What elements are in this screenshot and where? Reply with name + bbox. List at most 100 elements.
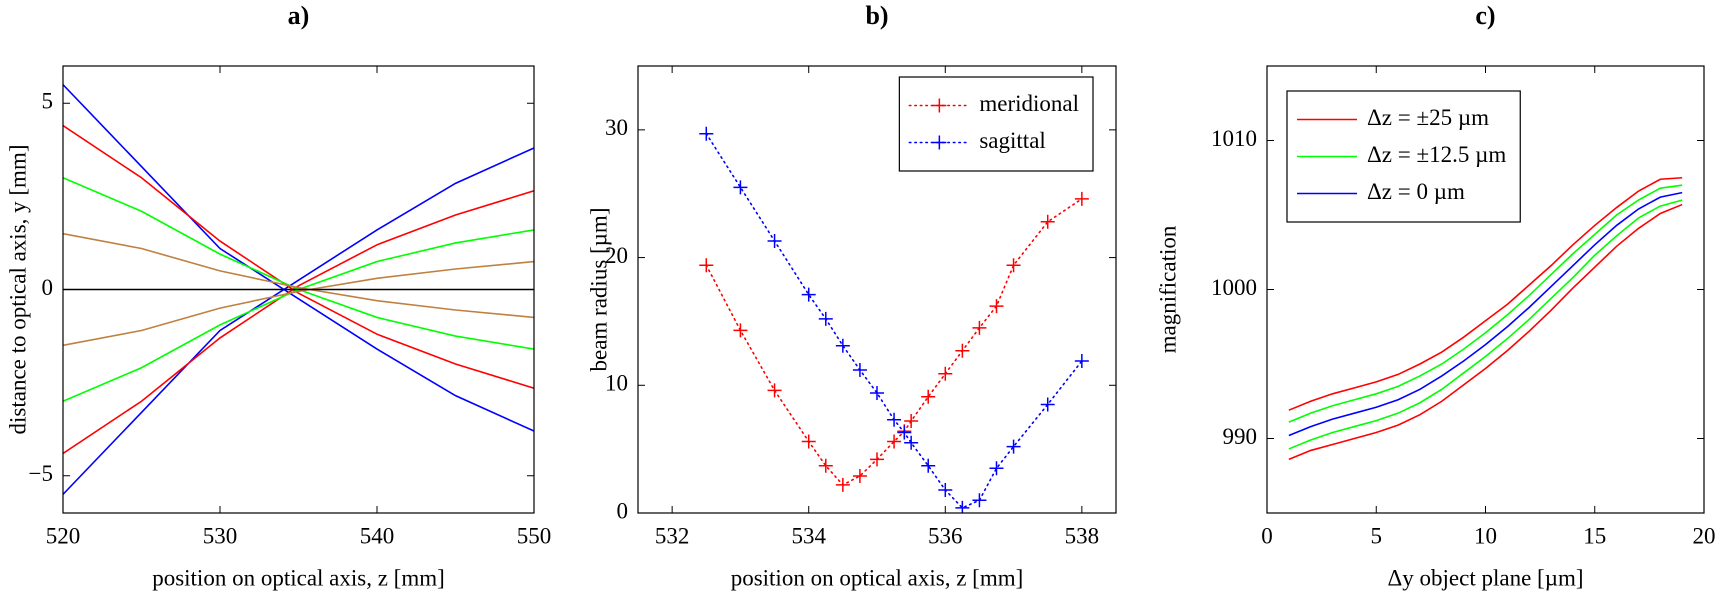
x-axis-label: Δy object plane [µm]: [1387, 565, 1583, 590]
x-tick-label: 538: [1065, 523, 1100, 548]
series-line: [705, 132, 1083, 509]
marker: [1040, 397, 1055, 412]
plot-frame: [1266, 65, 1705, 514]
marker: [989, 461, 1004, 476]
plot-area: [1288, 176, 1683, 461]
panel-title: c): [1475, 1, 1495, 30]
series-line: [63, 229, 534, 402]
legend: Δz = ±25 µm Δz = ±12.5 µm Δz = 0 µm: [1286, 90, 1521, 223]
series-line: [63, 84, 534, 432]
marker: [972, 493, 987, 508]
x-tick-label: 520: [46, 523, 81, 548]
marker: [1074, 354, 1089, 369]
marker: [938, 366, 953, 381]
x-tick-label: 15: [1583, 523, 1606, 548]
marker: [801, 287, 816, 302]
marker: [733, 180, 748, 195]
y-tick-label: −5: [29, 461, 53, 486]
marker: [699, 258, 714, 273]
legend-label: Δz = ±25 µm: [1367, 105, 1489, 130]
x-tick-label: 10: [1474, 523, 1497, 548]
marker: [870, 385, 884, 400]
marker: [904, 435, 919, 450]
legend-marker: [932, 98, 947, 113]
marker: [989, 299, 1004, 314]
y-tick-label: 1000: [1211, 275, 1257, 300]
legend-label: Δz = 0 µm: [1367, 179, 1465, 204]
y-tick-label: 990: [1223, 424, 1258, 449]
marker: [887, 434, 902, 449]
legend-frame: [898, 76, 1094, 172]
panel-title: b): [865, 1, 888, 30]
legend-marker: [932, 135, 947, 150]
y-tick-label: 1010: [1211, 126, 1257, 151]
marker: [835, 338, 850, 353]
series-line: [1288, 203, 1683, 461]
y-tick-label: 20: [605, 243, 628, 268]
x-tick-label: 532: [655, 523, 690, 548]
series-line: [63, 190, 534, 455]
plot-frame: [637, 65, 1117, 514]
marker: [818, 458, 833, 473]
plot-frame: [62, 65, 535, 514]
marker: [904, 414, 919, 429]
x-tick-label: 536: [928, 523, 963, 548]
y-axis-label: magnification: [1155, 225, 1180, 353]
y-tick-label: 30: [605, 115, 628, 140]
marker: [972, 320, 987, 335]
marker: [852, 468, 867, 483]
marker: [699, 126, 714, 141]
marker: [1006, 258, 1021, 273]
x-tick-label: 534: [791, 523, 826, 548]
y-axis-label: beam radius [µm]: [586, 208, 611, 372]
panel-title: a): [288, 1, 310, 30]
marker: [938, 483, 953, 498]
x-tick-label: 0: [1261, 523, 1273, 548]
plot-area: [63, 84, 534, 495]
marker: [887, 412, 902, 427]
marker: [1006, 439, 1021, 454]
marker: [767, 233, 782, 248]
marker: [733, 323, 748, 338]
panel: b) position on optical axis, z [mm] beam r…: [586, 1, 1117, 590]
legend: meridional sagittal: [898, 76, 1094, 172]
marker: [835, 477, 850, 492]
x-tick-label: 550: [517, 523, 552, 548]
marker: [1040, 214, 1055, 229]
series-line: [63, 147, 534, 495]
legend-label: Δz = ±12.5 µm: [1367, 142, 1506, 167]
y-tick-label: 0: [42, 275, 54, 300]
x-axis-label: position on optical axis, z [mm]: [731, 565, 1024, 590]
x-tick-label: 20: [1693, 523, 1716, 548]
series-line: [63, 177, 534, 350]
series-line: [63, 260, 534, 347]
series-line: [63, 232, 534, 319]
x-tick-label: 530: [203, 523, 238, 548]
y-tick-label: 10: [605, 371, 628, 396]
y-tick-label: 0: [617, 498, 629, 523]
y-tick-label: 5: [42, 89, 54, 114]
marker: [852, 362, 867, 377]
series-line: [1288, 184, 1683, 423]
legend-label: meridional: [979, 91, 1079, 116]
series-line: [63, 124, 534, 389]
series-line: [1288, 176, 1683, 411]
marker: [818, 311, 833, 326]
marker: [921, 458, 936, 473]
marker: [870, 452, 884, 467]
marker: [897, 425, 912, 440]
series-line: [1288, 199, 1683, 450]
series-line: [1288, 191, 1683, 437]
marker: [1074, 191, 1089, 206]
legend-label: sagittal: [979, 128, 1045, 153]
x-tick-label: 540: [360, 523, 395, 548]
marker: [921, 389, 936, 404]
marker: [767, 383, 782, 398]
plot-area: [699, 126, 1089, 513]
panel: a) position on optical axis, z [mm] distan…: [5, 1, 551, 590]
x-tick-label: 5: [1371, 523, 1383, 548]
x-axis-label: position on optical axis, z [mm]: [152, 565, 445, 590]
y-axis-label: distance to optical axis, y [mm]: [5, 145, 30, 435]
